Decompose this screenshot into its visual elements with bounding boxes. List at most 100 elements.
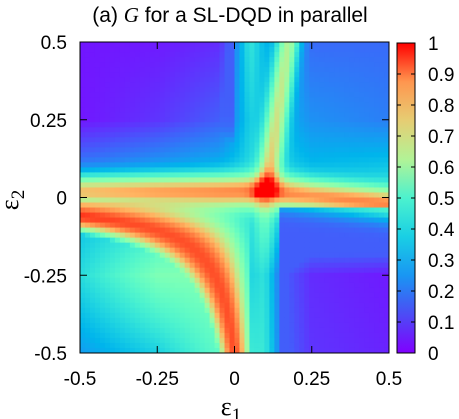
heatmap-cell	[249, 207, 256, 214]
heatmap-cell	[324, 82, 330, 88]
heatmap-cell	[384, 172, 389, 179]
heatmap-cell	[94, 167, 101, 174]
heatmap-cell	[174, 317, 181, 324]
heatmap-cell	[374, 197, 380, 204]
heatmap-cell	[304, 92, 310, 98]
heatmap-cell	[184, 247, 191, 254]
heatmap-cell	[224, 192, 231, 199]
heatmap-cell	[284, 297, 290, 304]
heatmap-cell	[239, 177, 246, 184]
heatmap-cell	[204, 97, 211, 103]
heatmap-cell	[139, 42, 146, 48]
heatmap-cell	[174, 157, 181, 163]
heatmap-cell	[244, 217, 251, 224]
heatmap-cell	[314, 87, 320, 93]
heatmap-cell	[214, 262, 221, 269]
heatmap-cell	[249, 227, 256, 234]
heatmap-cell	[264, 202, 270, 209]
heatmap-cell	[274, 297, 280, 304]
heatmap-cell	[324, 167, 330, 174]
heatmap-cell	[229, 197, 236, 204]
heatmap-cell	[189, 307, 196, 314]
heatmap-cell	[324, 227, 330, 234]
heatmap-cell	[314, 332, 320, 339]
heatmap-cell	[159, 207, 166, 214]
heatmap-cell	[329, 47, 335, 53]
heatmap-cell	[344, 67, 350, 73]
heatmap-cell	[80, 47, 86, 53]
heatmap-cell	[284, 302, 290, 309]
heatmap-cell	[379, 182, 385, 189]
heatmap-cell	[349, 127, 355, 133]
heatmap-cell	[219, 247, 226, 254]
heatmap-cell	[284, 237, 290, 244]
heatmap-cell	[274, 212, 280, 219]
heatmap-cell	[94, 87, 101, 93]
heatmap-cell	[94, 57, 101, 63]
heatmap-cell	[139, 92, 146, 98]
heatmap-cell	[169, 77, 176, 83]
heatmap-cell	[99, 97, 106, 103]
heatmap-cell	[279, 347, 285, 353]
heatmap-cell	[324, 102, 330, 108]
heatmap-cell	[149, 337, 156, 344]
heatmap-cell	[224, 122, 231, 128]
heatmap-cell	[159, 72, 166, 78]
heatmap-cell	[289, 262, 295, 269]
heatmap-cell	[144, 152, 151, 158]
heatmap-cell	[189, 147, 196, 153]
heatmap-cell	[154, 92, 161, 98]
heatmap-cell	[244, 232, 251, 239]
heatmap-cell	[274, 147, 280, 153]
heatmap-cell	[94, 312, 101, 319]
heatmap-cell	[369, 267, 375, 274]
heatmap-cell	[309, 327, 315, 334]
heatmap-cell	[209, 132, 216, 138]
heatmap-cell	[349, 217, 355, 224]
heatmap-cell	[234, 212, 241, 219]
heatmap-cell	[80, 327, 86, 334]
heatmap-cell	[319, 87, 325, 93]
heatmap-cell	[299, 262, 305, 269]
heatmap-cell	[269, 167, 275, 174]
heatmap-cell	[99, 292, 106, 299]
heatmap-cell	[224, 202, 231, 209]
heatmap-cell	[139, 247, 146, 254]
heatmap-cell	[314, 177, 320, 184]
heatmap-cell	[179, 227, 186, 234]
heatmap-cell	[239, 292, 246, 299]
heatmap-cell	[259, 127, 265, 133]
heatmap-cell	[304, 57, 310, 63]
heatmap-cell	[349, 312, 355, 319]
heatmap-cell	[304, 77, 310, 83]
heatmap-cell	[124, 117, 131, 123]
heatmap-cell	[144, 182, 151, 189]
heatmap-cell	[119, 282, 126, 289]
heatmap-cell	[249, 137, 256, 143]
heatmap-cell	[219, 262, 226, 269]
heatmap-cell	[94, 222, 101, 229]
heatmap-cell	[159, 217, 166, 224]
heatmap-cell	[299, 257, 305, 264]
heatmap-cell	[194, 347, 201, 353]
heatmap-cell	[119, 127, 126, 133]
heatmap-cell	[124, 212, 131, 219]
heatmap-cell	[349, 167, 355, 174]
heatmap-cell	[274, 152, 280, 158]
heatmap-cell	[334, 292, 340, 299]
heatmap-cell	[324, 297, 330, 304]
heatmap-cell	[279, 167, 285, 174]
heatmap-cell	[339, 307, 345, 314]
heatmap-cell	[369, 177, 375, 184]
heatmap-cell	[80, 132, 86, 138]
heatmap-cell	[284, 182, 290, 189]
heatmap-cell	[144, 67, 151, 73]
heatmap-cell	[134, 52, 141, 58]
heatmap-cell	[369, 217, 375, 224]
heatmap-cell	[384, 77, 389, 83]
heatmap-cell	[384, 72, 389, 78]
heatmap-cell	[269, 267, 275, 274]
heatmap-cell	[149, 112, 156, 118]
heatmap-cell	[144, 52, 151, 58]
heatmap-cell	[249, 252, 256, 259]
